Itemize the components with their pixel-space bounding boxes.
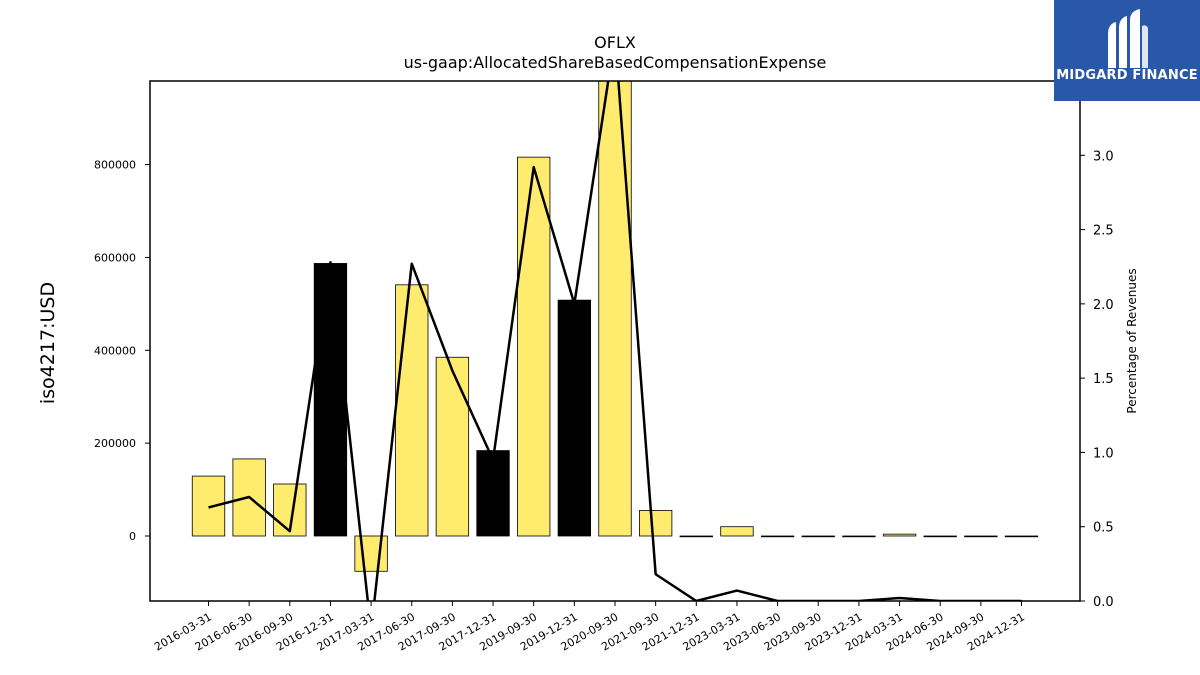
chart-title: OFLX [594, 33, 636, 52]
y-axis-label-right: Percentage of Revenues [1125, 268, 1139, 414]
y-tick-label-left-600000: 600000 [94, 251, 136, 264]
bar-2021-09-30 [639, 510, 673, 537]
bar-2024-09-30 [964, 535, 998, 538]
brand-logo-icon [1108, 9, 1148, 68]
y-tick-label-right-3.0: 3.0 [1093, 149, 1114, 164]
y-tick-label-left-400000: 400000 [94, 344, 136, 357]
bar-2023-03-31 [720, 526, 754, 537]
y-axis-label-left: iso4217:USD [37, 281, 59, 405]
y-tick-label-right-1.0: 1.0 [1093, 446, 1114, 461]
brand-logo: MIDGARD FINANCE [1054, 0, 1200, 101]
bar-2023-12-31 [842, 535, 876, 538]
bar-2017-06-30 [395, 284, 429, 537]
bar-2024-12-31 [1004, 535, 1039, 538]
bar-2019-12-31 [557, 299, 591, 537]
y-tick-label-right-1.5: 1.5 [1093, 372, 1114, 387]
y-tick-label-right-2.5: 2.5 [1093, 224, 1114, 239]
bar-2019-09-30 [517, 156, 551, 537]
bar-2024-06-30 [923, 535, 957, 538]
y-tick-label-right-0.5: 0.5 [1093, 521, 1114, 536]
y-tick-label-left-200000: 200000 [94, 437, 136, 450]
y-tick-label-left-800000: 800000 [94, 159, 136, 172]
bar-2016-12-31 [313, 263, 348, 537]
y-tick-label-right-0.0: 0.0 [1093, 595, 1114, 610]
bar-2023-09-30 [801, 535, 835, 538]
bar-2017-03-31 [354, 535, 388, 572]
bar-2017-09-30 [435, 356, 470, 537]
bar-2024-03-31 [882, 533, 917, 537]
bar-2023-06-30 [760, 535, 795, 538]
bar-2016-03-31 [191, 475, 226, 537]
bar-2020-09-30 [598, 81, 632, 537]
plot-area [191, 81, 1039, 601]
y-tick-label-right-2.0: 2.0 [1093, 298, 1114, 313]
bar-2021-12-31 [679, 535, 713, 538]
bar-2017-12-31 [476, 450, 510, 537]
brand-logo-text: MIDGARD FINANCE [1056, 68, 1198, 83]
y-tick-label-left-0: 0 [129, 530, 136, 543]
chart-subtitle: us-gaap:AllocatedShareBasedCompensationE… [403, 53, 827, 72]
percentage-line [208, 81, 1022, 601]
